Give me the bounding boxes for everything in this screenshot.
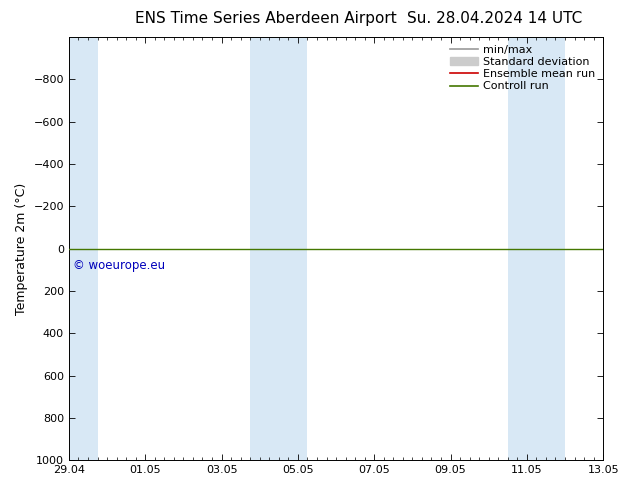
Text: Su. 28.04.2024 14 UTC: Su. 28.04.2024 14 UTC (407, 11, 582, 26)
Text: ENS Time Series Aberdeen Airport: ENS Time Series Aberdeen Airport (136, 11, 397, 26)
Bar (69, 37, 98, 460)
Y-axis label: Temperature 2m (°C): Temperature 2m (°C) (15, 182, 28, 315)
Bar (279, 37, 307, 460)
Bar (536, 37, 565, 460)
Bar (508, 37, 536, 460)
Legend: min/max, Standard deviation, Ensemble mean run, Controll run: min/max, Standard deviation, Ensemble me… (448, 43, 598, 94)
Bar (250, 37, 279, 460)
Text: © woeurope.eu: © woeurope.eu (73, 259, 165, 272)
